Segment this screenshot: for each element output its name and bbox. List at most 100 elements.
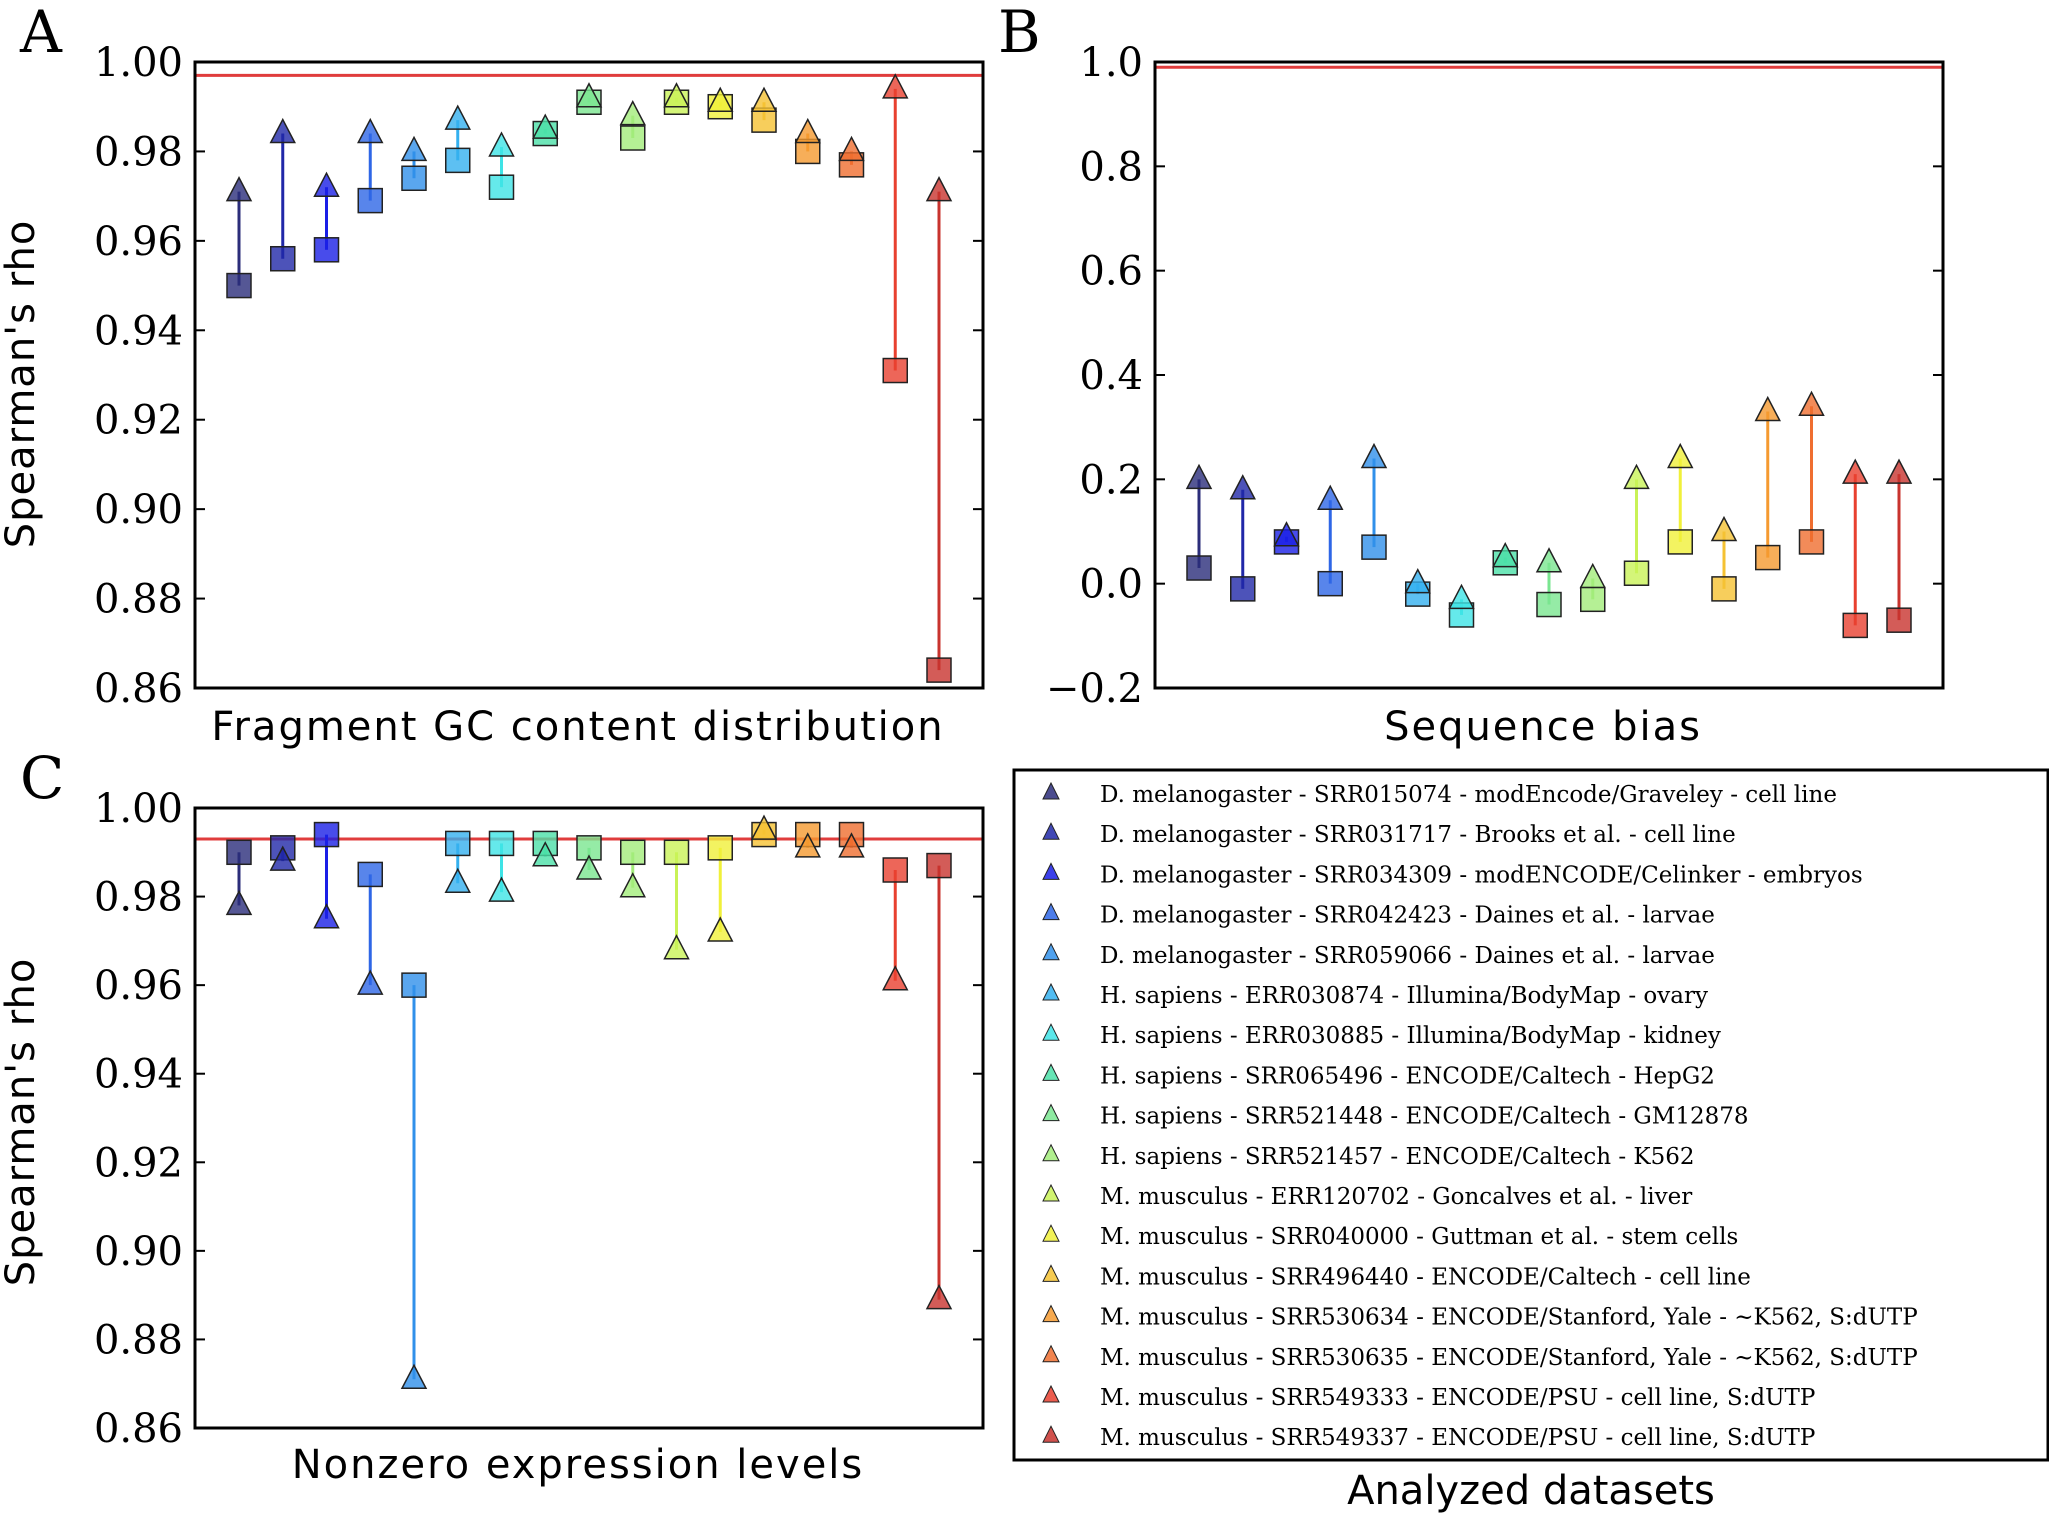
legend-box — [1012, 768, 2049, 1462]
triangle-marker-c — [532, 841, 559, 867]
y-tick-label-a: 0.94 — [94, 308, 183, 354]
legend-item-label: M. musculus - SRR549333 - ENCODE/PSU - c… — [1100, 1385, 1815, 1411]
legend-marker — [1042, 1425, 1060, 1443]
legend-item-label: M. musculus - ERR120702 - Goncalves et a… — [1100, 1184, 1692, 1210]
triangle-marker-b — [1535, 547, 1563, 573]
triangle-marker-b — [1885, 458, 1913, 484]
square-marker-b — [1186, 555, 1212, 581]
square-marker-b — [1886, 607, 1912, 633]
legend-marker — [1042, 1224, 1060, 1242]
square-marker-b — [1842, 612, 1868, 639]
legend-item-label: M. musculus - SRR549337 - ENCODE/PSU - c… — [1100, 1425, 1815, 1451]
legend-marker — [1042, 1103, 1060, 1122]
triangle-marker-b — [1492, 541, 1519, 568]
legend-item-label: M. musculus - SRR530635 - ENCODE/Stanfor… — [1100, 1345, 1918, 1371]
legend-marker — [1042, 862, 1060, 880]
square-marker-c — [488, 830, 515, 857]
square-marker-c — [620, 839, 646, 866]
legend-marker — [1042, 942, 1060, 961]
legend-marker — [1042, 1183, 1060, 1202]
square-marker-b — [1711, 576, 1737, 602]
triangle-marker-a — [707, 86, 734, 112]
square-marker-a — [226, 272, 252, 299]
triangle-marker-a — [444, 104, 471, 130]
triangle-marker-c — [707, 916, 734, 942]
legend-items: D. melanogaster - SRR015074 - modEncode/… — [1042, 781, 1918, 1451]
panel-letter-a: A — [19, 0, 63, 66]
triangle-marker-a — [400, 135, 428, 162]
triangle-marker-a — [619, 100, 646, 126]
legend-marker — [1042, 1304, 1060, 1323]
triangle-marker-a — [488, 131, 515, 157]
triangle-marker-c — [750, 814, 778, 840]
triangle-marker-b — [1623, 463, 1650, 490]
y-tick-label-b: 1.0 — [1079, 40, 1143, 86]
square-marker-b — [1536, 591, 1562, 618]
legend-item-label: D. melanogaster - SRR042423 - Daines et … — [1100, 903, 1715, 929]
triangle-marker-c — [838, 832, 865, 858]
legend-marker — [1042, 1384, 1060, 1403]
y-tick-label-c: 0.96 — [94, 963, 183, 1009]
square-marker-c — [882, 857, 908, 883]
legend-item-label: M. musculus - SRR530634 - ENCODE/Stanfor… — [1100, 1305, 1918, 1331]
y-tick-label-c: 0.90 — [94, 1229, 183, 1275]
y-tick-label-a: 0.98 — [94, 129, 183, 175]
panel-c: C 0.86 0.88 0.90 0.92 0.94 0.96 0.98 1.00 Nonze… — [0, 744, 985, 1488]
plot-frame-c — [193, 806, 985, 1430]
legend-marker — [1042, 1063, 1060, 1081]
y-tick-label-b: −0.2 — [1046, 666, 1143, 712]
triangle-marker-b — [1273, 521, 1300, 547]
legend-item-label: H. sapiens - SRR521448 - ENCODE/Caltech … — [1100, 1104, 1749, 1130]
triangle-marker-a — [532, 113, 559, 139]
legend-item-label: H. sapiens - ERR030874 - Illumina/BodyMa… — [1100, 983, 1708, 1009]
triangle-marker-c — [575, 854, 603, 880]
square-marker-a — [882, 357, 908, 384]
legend: D. melanogaster - SRR015074 - modEncode/… — [1012, 768, 2049, 1514]
square-marker-b — [1361, 534, 1387, 560]
x-axis-label-c: Nonzero expression levels — [292, 1442, 865, 1488]
triangle-marker-b — [1798, 390, 1825, 417]
triangle-marker-a — [575, 82, 603, 108]
triangle-marker-b — [1754, 395, 1781, 422]
square-marker-a — [401, 165, 427, 192]
y-tick-label-c: 0.98 — [94, 875, 183, 921]
y-tick-label-b: 0.8 — [1079, 144, 1143, 190]
square-marker-a — [445, 147, 471, 174]
triangle-marker-b — [1317, 484, 1344, 510]
triangle-marker-b — [1229, 474, 1256, 500]
triangle-marker-b — [1710, 515, 1738, 542]
plot-frame-a — [193, 60, 985, 690]
square-marker-c — [313, 821, 340, 848]
triangle-marker-b — [1448, 583, 1475, 610]
triangle-marker-b — [1185, 463, 1213, 490]
square-marker-a — [313, 237, 340, 263]
legend-item-label: H. sapiens - ERR030885 - Illumina/BodyMa… — [1100, 1023, 1721, 1049]
y-tick-label-b: 0.0 — [1079, 562, 1143, 608]
square-marker-c — [663, 839, 690, 866]
legend-marker — [1042, 1264, 1060, 1282]
legend-marker — [1042, 822, 1060, 840]
triangle-marker-c — [444, 867, 471, 894]
legend-marker — [1042, 902, 1060, 921]
legend-marker — [1042, 982, 1060, 1001]
square-marker-b — [1798, 529, 1825, 555]
y-tick-label-c: 0.86 — [94, 1406, 183, 1452]
y-tick-label-a: 1.00 — [94, 40, 183, 86]
triangle-marker-a — [269, 117, 296, 144]
triangle-marker-b — [1579, 562, 1606, 589]
square-marker-a — [795, 138, 821, 165]
legend-item-label: D. melanogaster - SRR015074 - modEncode/… — [1100, 782, 1837, 808]
square-marker-b — [1580, 586, 1606, 613]
triangle-marker-c — [794, 832, 821, 858]
legend-item-label: H. sapiens - SRR521457 - ENCODE/Caltech … — [1100, 1144, 1695, 1170]
y-tick-label-a: 0.88 — [94, 577, 183, 623]
triangle-marker-a — [750, 86, 778, 112]
square-marker-b — [1667, 529, 1693, 555]
square-marker-a — [926, 657, 952, 683]
y-tick-label-b: 0.2 — [1079, 457, 1143, 503]
y-tick-label-a: 0.92 — [94, 398, 183, 444]
panel-letter-b: B — [998, 0, 1041, 66]
triangle-marker-c — [225, 889, 253, 916]
triangle-marker-c — [882, 965, 909, 991]
triangle-marker-a — [663, 82, 690, 108]
